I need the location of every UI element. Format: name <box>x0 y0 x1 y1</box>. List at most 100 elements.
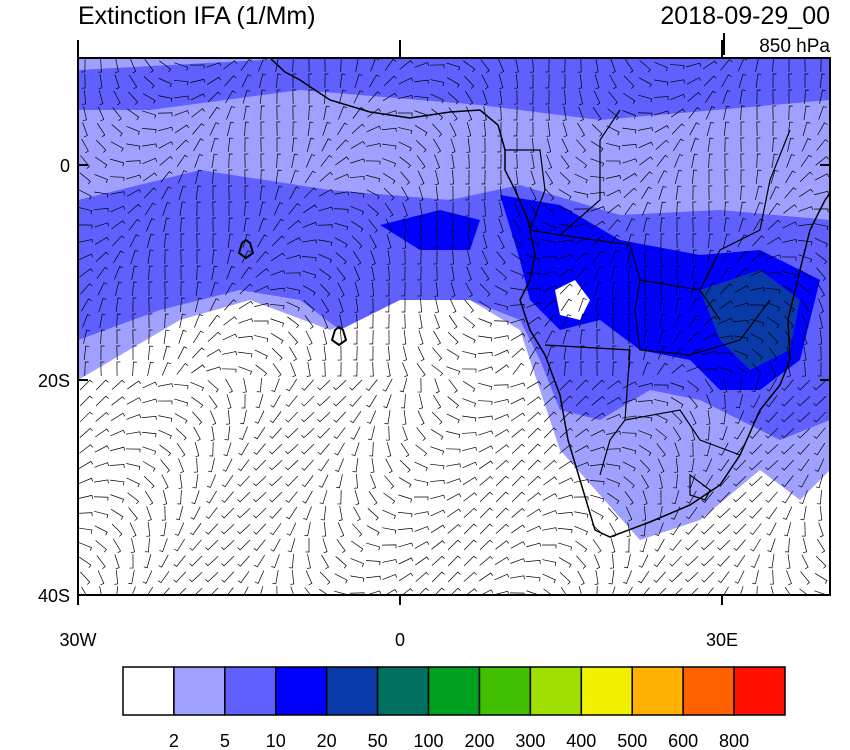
wind-barb <box>100 329 106 345</box>
wind-barb <box>301 427 315 439</box>
wind-barb <box>258 217 267 232</box>
wind-barb <box>542 221 556 232</box>
wind-barb <box>482 106 487 121</box>
wind-barb <box>733 492 747 503</box>
wind-barb <box>685 507 698 520</box>
wind-barb <box>769 186 780 200</box>
wind-barb <box>244 153 249 169</box>
wind-barb <box>81 298 92 312</box>
wind-barb <box>479 283 491 297</box>
colorbar-label: 400 <box>566 731 596 750</box>
wind-barb <box>575 428 589 438</box>
wind-barb <box>510 541 526 549</box>
colorbar-label: 300 <box>515 731 545 750</box>
colorbar-box <box>478 666 532 716</box>
wind-barb <box>269 507 282 519</box>
wind-barb <box>669 555 683 567</box>
wind-barb <box>402 202 408 218</box>
wind-barb <box>317 411 331 423</box>
wind-barb <box>511 235 523 249</box>
wind-barb <box>417 233 422 249</box>
wind-barb <box>723 121 730 136</box>
wind-barb <box>542 559 557 566</box>
wind-barb <box>241 393 246 409</box>
lon-label: 0 <box>395 630 405 650</box>
wind-barb <box>734 570 745 584</box>
wind-barb <box>464 75 475 89</box>
wind-barb <box>479 523 493 535</box>
wind-barb <box>590 412 606 422</box>
wind-barb <box>414 479 429 486</box>
wind-barb <box>756 121 761 137</box>
wind-barb <box>163 233 170 249</box>
wind-barb <box>605 448 621 453</box>
contour-fill <box>78 58 830 120</box>
wind-barb <box>212 201 217 217</box>
wind-barb <box>270 538 281 552</box>
wind-barb <box>289 346 298 362</box>
wind-barb <box>593 266 604 280</box>
wind-barb <box>221 540 235 551</box>
wind-barb <box>801 361 806 377</box>
wind-barb <box>802 346 807 361</box>
wind-barb <box>740 169 745 185</box>
wind-barb <box>322 538 328 554</box>
wind-barb <box>287 538 296 553</box>
wind-barb <box>318 253 332 264</box>
wind-barb <box>415 571 429 582</box>
wind-barb <box>385 281 390 297</box>
wind-barb <box>401 297 406 313</box>
wind-barb <box>690 281 699 296</box>
wind-barb <box>561 73 566 89</box>
wind-barb <box>559 571 571 585</box>
wind-barb <box>638 430 653 439</box>
wind-barb <box>269 303 285 310</box>
wind-barb <box>638 94 653 103</box>
wind-barb <box>353 329 358 345</box>
wind-barb <box>513 153 518 169</box>
wind-barb <box>705 106 716 120</box>
wind-barb <box>543 443 557 455</box>
wind-barb <box>435 298 439 313</box>
wind-barb <box>190 78 205 83</box>
colorbar-box <box>529 666 583 716</box>
wind-barb <box>335 252 347 265</box>
wind-barb <box>462 476 478 485</box>
wind-barb <box>685 539 699 551</box>
wind-barb <box>718 317 734 325</box>
wind-barb <box>545 58 550 73</box>
wind-barb <box>301 475 314 488</box>
wind-barb <box>386 442 392 457</box>
wind-barb <box>671 490 680 505</box>
wind-barb <box>336 539 346 553</box>
wind-barb <box>717 475 730 487</box>
wind-barb <box>462 350 477 359</box>
wind-barb <box>244 137 249 153</box>
wind-barb <box>494 349 510 357</box>
wind-barb <box>322 330 328 345</box>
wind-barb <box>575 379 589 391</box>
wind-barb <box>495 507 509 519</box>
wind-barb <box>594 281 603 296</box>
wind-barb <box>660 281 665 297</box>
wind-barb <box>177 346 188 360</box>
wind-barb <box>338 506 343 521</box>
wind-barb <box>324 89 330 105</box>
wind-barb <box>655 522 664 536</box>
wind-barb <box>723 586 729 595</box>
wind-barb <box>673 154 684 168</box>
wind-barb <box>366 590 382 595</box>
wind-barb <box>306 137 315 152</box>
wind-barb <box>382 378 393 392</box>
colorbar-box <box>275 666 328 716</box>
wind-barb <box>479 507 493 519</box>
wind-barb <box>577 570 585 586</box>
wind-barb <box>98 90 104 106</box>
wind-barb <box>270 318 285 327</box>
wind-barb <box>228 217 233 233</box>
wind-barb <box>322 346 327 361</box>
wind-barb <box>463 316 475 329</box>
wind-barb <box>643 345 651 360</box>
colorbar-label: 2 <box>169 731 179 750</box>
wind-barb <box>750 269 766 277</box>
